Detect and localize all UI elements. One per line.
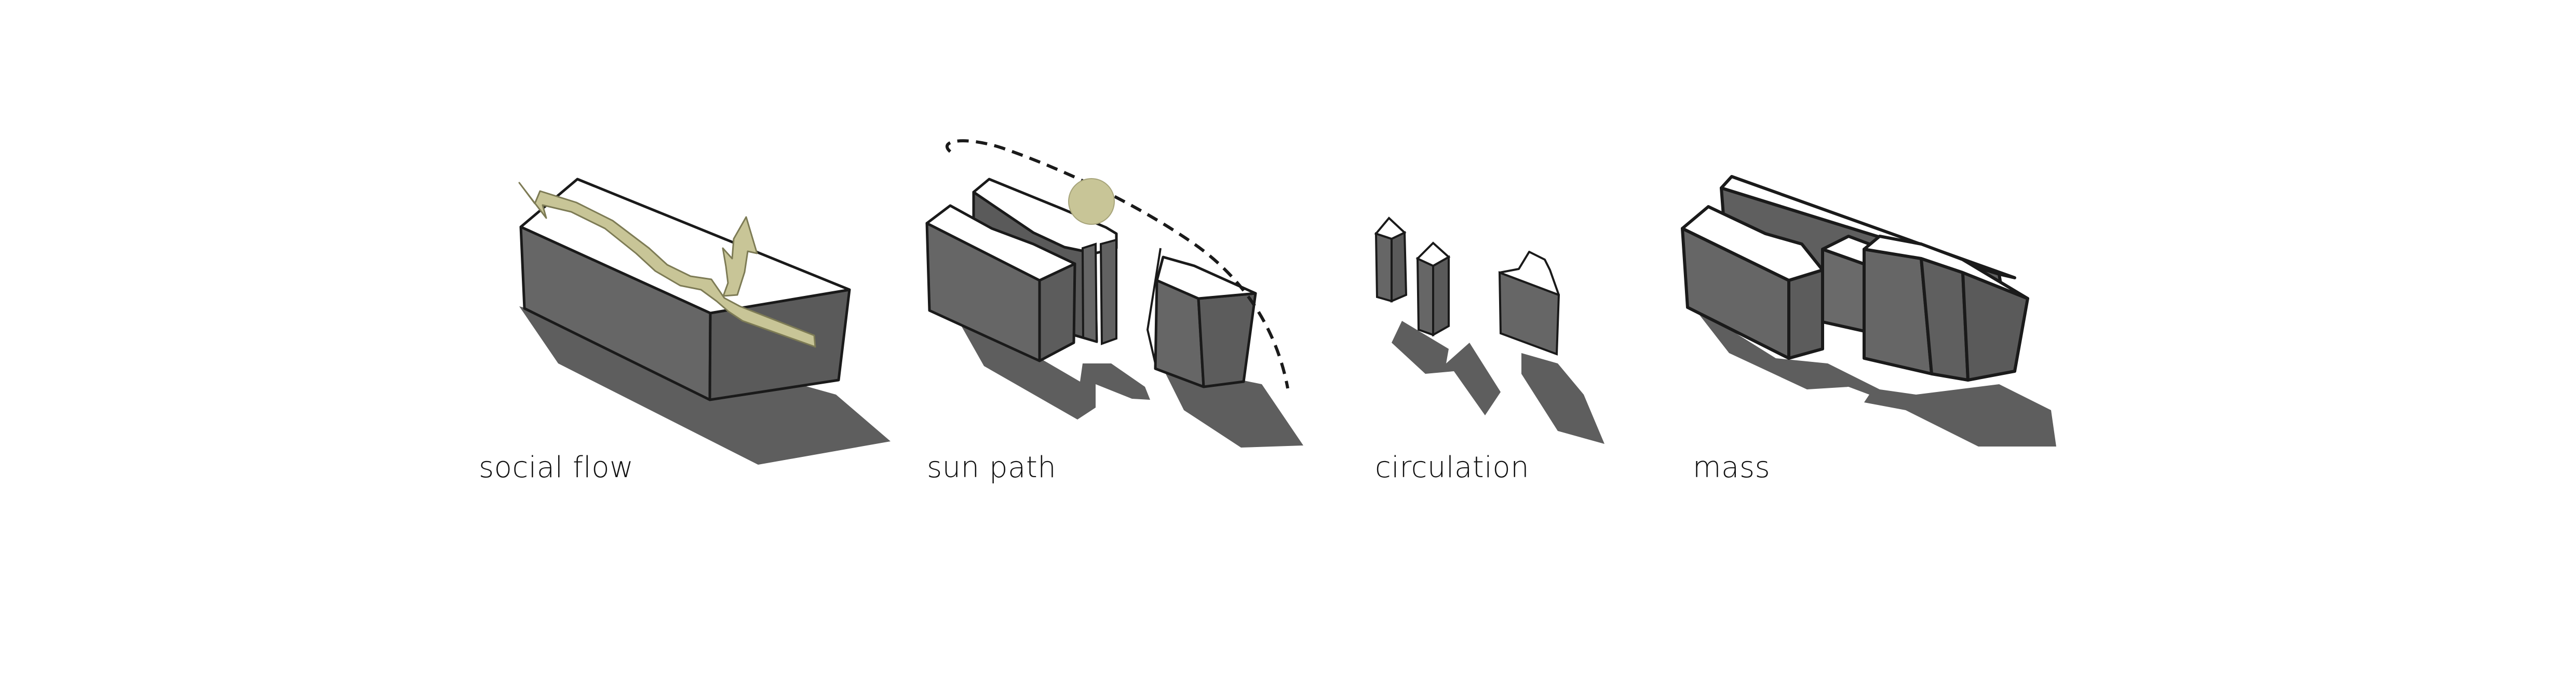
sun-path-fin-1 (1081, 242, 1098, 343)
label-sun-path: sun path (927, 451, 1057, 484)
label-circulation: circulation (1375, 451, 1530, 484)
sun-path-shadow-left (950, 306, 1150, 420)
circulation-tower-2-top (1415, 241, 1451, 267)
mass-left-block-side (1787, 268, 1824, 360)
mass-right-block-side (1961, 271, 2029, 382)
circulation-tower-1-front (1374, 232, 1393, 303)
circulation-tower-1-top (1374, 217, 1407, 240)
circulation-tower-2-front (1416, 256, 1434, 336)
sun-path-right-block-side (1197, 292, 1257, 388)
circulation-shadow-left (1392, 321, 1501, 415)
social-flow-diagram (518, 178, 891, 465)
circulation-shadow-right (1521, 353, 1604, 444)
sun-path-arc (945, 139, 1289, 389)
label-social-flow: social flow (479, 451, 634, 484)
circulation-diagram (1374, 217, 1604, 444)
sun-path-right-block-top (1155, 255, 1257, 300)
circulation-tower-2-side (1432, 255, 1450, 337)
mass-shadow (1693, 306, 2056, 447)
social-flow-top-face (519, 178, 851, 315)
label-mass: mass (1693, 451, 1771, 484)
mass-diagram (1681, 175, 2056, 447)
mass-left-block-top (1681, 205, 1824, 282)
sun-path-diagram (925, 139, 1303, 448)
sun-path-front-block-top (925, 204, 1076, 282)
mass-right-block-top (1863, 235, 2029, 300)
circulation-block-top (1499, 251, 1560, 296)
sun-path-right-block-outline (1146, 248, 1162, 364)
social-flow-arrow (518, 182, 816, 348)
sun-path-fin-2 (1099, 238, 1117, 345)
circulation-tower-1-side (1391, 231, 1408, 303)
sun-icon (1068, 178, 1115, 225)
